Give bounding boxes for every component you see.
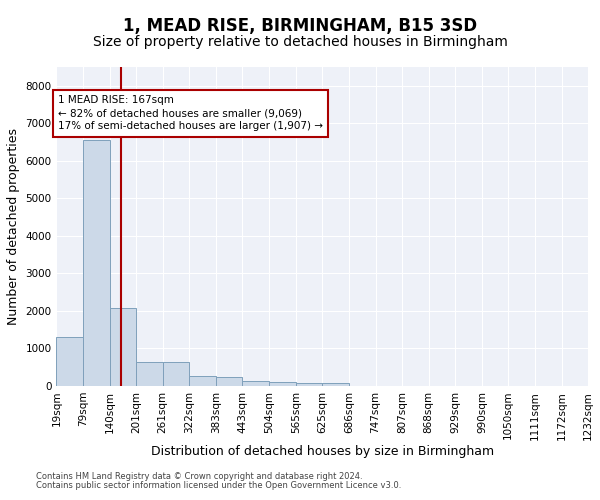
X-axis label: Distribution of detached houses by size in Birmingham: Distribution of detached houses by size … [151, 445, 494, 458]
Bar [189, 376, 216, 386]
Bar [83, 140, 110, 386]
Text: Size of property relative to detached houses in Birmingham: Size of property relative to detached ho… [92, 35, 508, 49]
Bar [269, 382, 296, 386]
Bar [322, 384, 349, 386]
Text: Contains HM Land Registry data © Crown copyright and database right 2024.: Contains HM Land Registry data © Crown c… [36, 472, 362, 481]
Bar [110, 308, 136, 386]
Bar [136, 362, 163, 386]
Text: Contains public sector information licensed under the Open Government Licence v3: Contains public sector information licen… [36, 481, 401, 490]
Bar [296, 383, 322, 386]
Bar [163, 362, 189, 386]
Bar [216, 377, 242, 386]
Text: 1 MEAD RISE: 167sqm
← 82% of detached houses are smaller (9,069)
17% of semi-det: 1 MEAD RISE: 167sqm ← 82% of detached ho… [58, 95, 323, 132]
Bar [242, 381, 269, 386]
Bar [56, 337, 83, 386]
Y-axis label: Number of detached properties: Number of detached properties [7, 128, 20, 325]
Text: 1, MEAD RISE, BIRMINGHAM, B15 3SD: 1, MEAD RISE, BIRMINGHAM, B15 3SD [123, 18, 477, 36]
